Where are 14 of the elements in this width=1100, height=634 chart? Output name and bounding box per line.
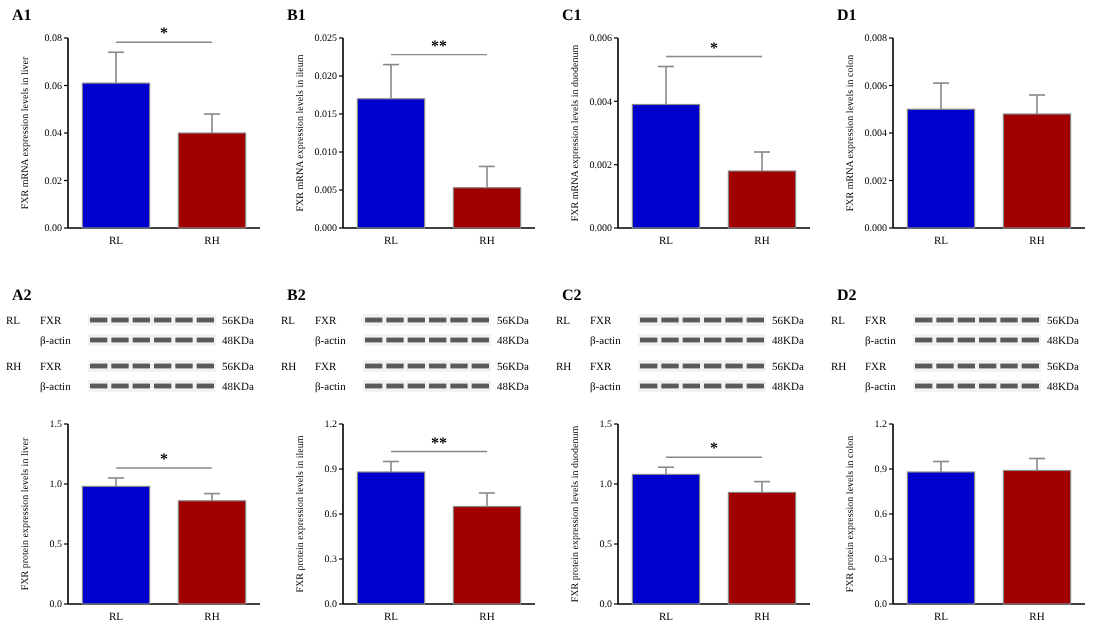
annotation: *: [160, 450, 168, 468]
annotation: *: [710, 38, 718, 57]
chart-title: C2: [562, 286, 582, 304]
annotation: *: [710, 439, 718, 458]
annotation: **: [431, 433, 447, 452]
annotation: *: [160, 24, 168, 43]
chart-title: B1: [287, 6, 306, 24]
annotation: **: [431, 36, 447, 55]
chart-title: A1: [12, 6, 32, 24]
chart-title: A2: [12, 286, 32, 304]
chart-title: D2: [837, 286, 857, 304]
chart-title: D1: [837, 6, 857, 24]
chart-title: B2: [287, 286, 306, 304]
chart-title: C1: [562, 6, 582, 24]
